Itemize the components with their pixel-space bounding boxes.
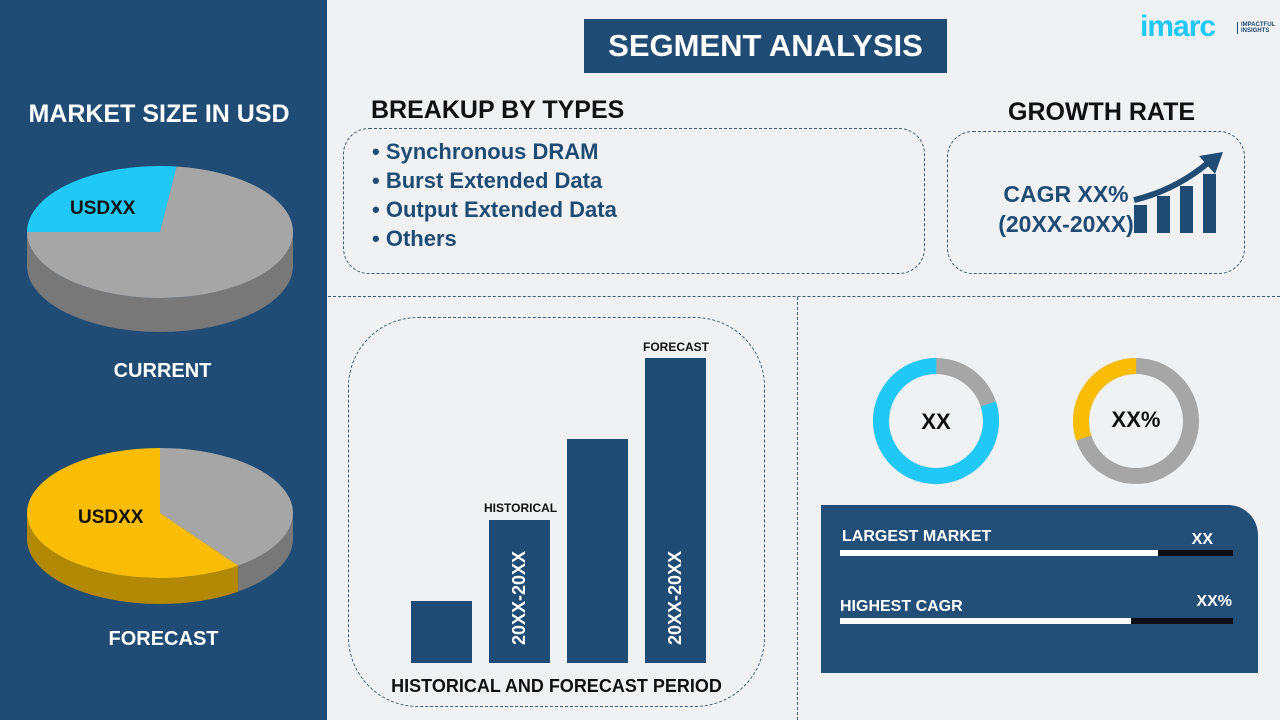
- stat-value: XX%: [1196, 593, 1232, 610]
- pie-slice: [27, 166, 177, 232]
- breakup-heading: BREAKUP BY TYPES: [371, 96, 625, 124]
- period-chart-box: [348, 317, 765, 707]
- cagr-value: CAGR XX%: [1003, 181, 1129, 207]
- historical-label: HISTORICAL: [484, 501, 558, 515]
- item-text: Burst Extended Data: [385, 168, 603, 193]
- growth-box: CAGR XX% (20XX-20XX): [947, 131, 1245, 274]
- growth-chart-icon: [1133, 152, 1223, 233]
- list-item: • Burst Extended Data: [372, 168, 603, 193]
- list-item: • Synchronous DRAM: [372, 139, 599, 164]
- list-item: • Output Extended Data: [372, 197, 617, 222]
- item-text: Output Extended Data: [385, 197, 617, 222]
- donut-2-label: XX%: [1111, 407, 1161, 432]
- divider-vertical: [797, 297, 798, 720]
- stat-label: LARGEST MARKET: [842, 528, 992, 545]
- imarc-logo: imarc IMPACTFUL INSIGHTS: [1140, 10, 1275, 44]
- list-item: • Others: [372, 226, 457, 251]
- logo-text: imarc: [1140, 10, 1216, 43]
- period-caption: HISTORICAL AND FORECAST PERIOD: [391, 676, 722, 696]
- period-bar: [489, 519, 550, 663]
- divider-horizontal: [328, 296, 1280, 297]
- stat-bar-fill: [840, 618, 1131, 624]
- stat-bar-fill: [840, 550, 1159, 556]
- period-bar: [411, 600, 472, 663]
- left-panel: MARKET SIZE IN USD USDXX CURRENT USDXX F…: [0, 0, 327, 720]
- pie-slice: [27, 166, 294, 298]
- stat-bar: [840, 618, 1233, 624]
- cagr-period: (20XX-20XX): [998, 211, 1134, 237]
- current-value: USDXX: [70, 198, 136, 219]
- logo-tagline: IMPACTFUL INSIGHTS: [1237, 22, 1279, 34]
- forecast-label: FORECAST: [108, 628, 219, 650]
- breakup-box: • Synchronous DRAM • Burst Extended Data…: [343, 128, 925, 274]
- stats-panel: LARGEST MARKET XX HIGHEST CAGR XX%: [821, 505, 1258, 673]
- item-text: Others: [385, 226, 457, 251]
- pie-slice: [27, 448, 239, 578]
- forecast-bar-label: FORECAST: [643, 340, 709, 354]
- pie-side: [27, 513, 239, 604]
- period-bar: [645, 358, 706, 663]
- forecast-value: USDXX: [78, 507, 144, 528]
- stat-label: HIGHEST CAGR: [840, 598, 963, 615]
- pie-slice: [160, 448, 294, 566]
- donut-1-label: XX: [921, 409, 951, 434]
- donut-charts: [873, 358, 1199, 484]
- historical-range: 20XX-20XX: [509, 550, 529, 646]
- growth-heading: GROWTH RATE: [1008, 98, 1196, 126]
- page-title: SEGMENT ANALYSIS: [584, 19, 947, 73]
- forecast-pie: [27, 448, 294, 604]
- market-size-heading: MARKET SIZE IN USD: [28, 100, 290, 128]
- stat-bar: [840, 550, 1233, 556]
- period-bar: [567, 438, 628, 663]
- forecast-range: 20XX-20XX: [665, 550, 685, 646]
- current-pie: [27, 166, 294, 332]
- item-text: Synchronous DRAM: [385, 139, 599, 164]
- pie-side: [27, 232, 293, 332]
- pie-side: [238, 513, 293, 592]
- stat-value: XX: [1191, 531, 1213, 548]
- current-label: CURRENT: [113, 360, 212, 382]
